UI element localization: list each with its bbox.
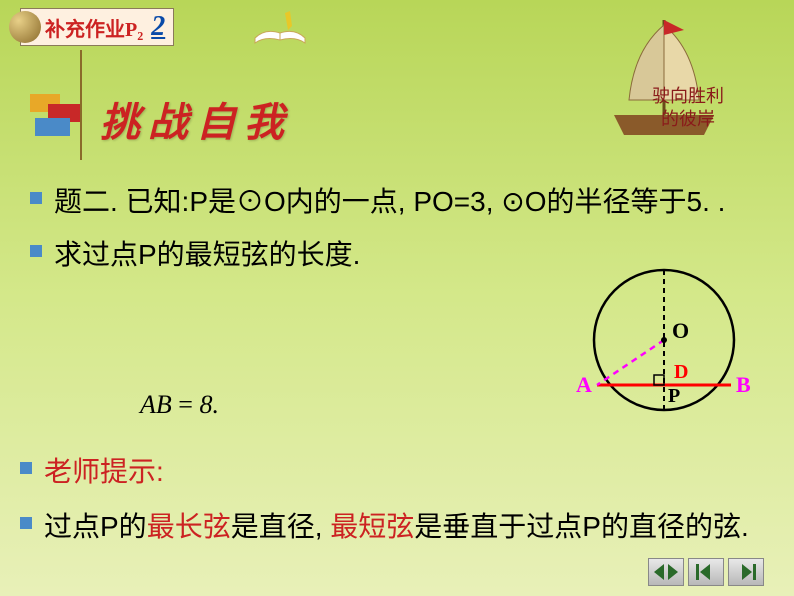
problem-text-2: 求过点P的最短弦的长度.: [54, 233, 360, 278]
bullet-icon: [30, 245, 42, 257]
badge-text: 补充作业P₂: [45, 13, 143, 42]
bullet-icon: [20, 462, 32, 474]
answer-expression: AB = 8.: [140, 390, 219, 420]
problem-text-1: 题二. 已知:P是⊙O内的一点, PO=3, ⊙O的半径等于5. .: [54, 180, 725, 225]
nav-buttons: [648, 558, 764, 586]
hint-label-line: 老师提示:: [20, 450, 764, 495]
sphere-icon: [9, 11, 41, 43]
hint-text-line: 过点P的最长弦是直径, 最短弦是垂直于过点P的直径的弦.: [20, 505, 764, 550]
geometry-diagram: O A B P D: [564, 250, 764, 450]
hint-block: 老师提示: 过点P的最长弦是直径, 最短弦是垂直于过点P的直径的弦.: [20, 450, 764, 560]
page-title: 挑战自我: [100, 90, 292, 148]
ship-caption: 驶向胜利 的彼岸: [652, 85, 724, 132]
problem-line-1: 题二. 已知:P是⊙O内的一点, PO=3, ⊙O的半径等于5. .: [30, 180, 764, 225]
title-block: 挑战自我: [30, 90, 292, 148]
title-bars-icon: [30, 94, 80, 144]
bullet-icon: [20, 517, 32, 529]
header-badge: 补充作业P₂ 2: [20, 8, 174, 46]
label-b: B: [736, 372, 751, 397]
nav-back-button[interactable]: [688, 558, 724, 586]
hint-text: 过点P的最长弦是直径, 最短弦是垂直于过点P的直径的弦.: [44, 505, 749, 550]
label-d: D: [674, 361, 688, 383]
nav-prev-button[interactable]: [648, 558, 684, 586]
label-o: O: [672, 318, 689, 343]
ship-caption-line2: 的彼岸: [652, 108, 724, 131]
ship-caption-line1: 驶向胜利: [652, 85, 724, 108]
hint-label: 老师提示:: [44, 450, 164, 495]
book-icon: [250, 8, 310, 48]
label-a: A: [576, 372, 592, 397]
nav-next-button[interactable]: [728, 558, 764, 586]
label-p: P: [668, 385, 680, 407]
bullet-icon: [30, 192, 42, 204]
badge-number: 2: [151, 11, 165, 43]
